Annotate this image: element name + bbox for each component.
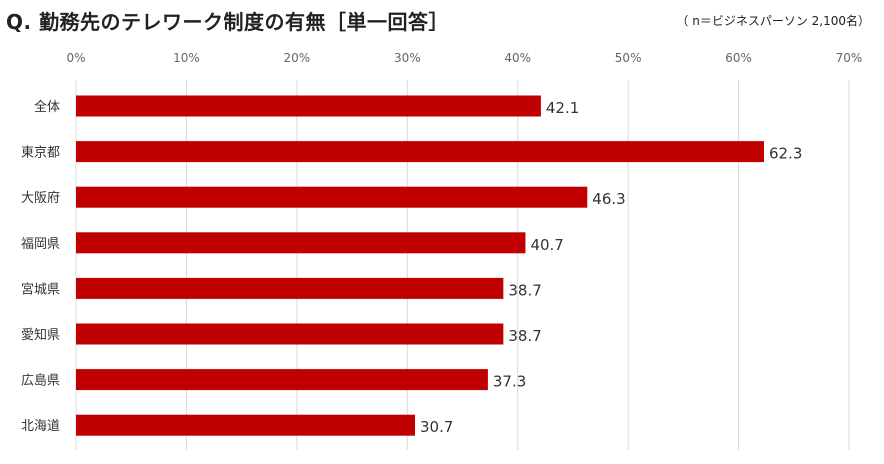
x-tick-label: 10% — [173, 51, 200, 65]
category-label: 東京都 — [21, 145, 60, 161]
value-label: 38.7 — [508, 281, 541, 299]
bar — [76, 232, 526, 254]
category-label: 大阪府 — [21, 191, 60, 206]
x-tick-label: 70% — [836, 51, 863, 65]
value-label: 38.7 — [508, 327, 541, 345]
category-label: 広島県 — [21, 374, 60, 389]
value-label: 62.3 — [769, 145, 802, 163]
bar — [76, 186, 588, 208]
value-label: 30.7 — [420, 418, 453, 436]
bar — [76, 414, 416, 436]
value-label: 42.1 — [546, 99, 579, 117]
x-tick-label: 50% — [615, 51, 642, 65]
category-label: 宮城県 — [21, 281, 60, 297]
bar — [76, 277, 504, 299]
x-tick-label: 40% — [504, 51, 531, 65]
value-label: 46.3 — [592, 190, 625, 208]
sample-size-note: （ n＝ビジネスパーソン 2,100名） — [676, 14, 870, 28]
chart-title: Q. 勤務先のテレワーク制度の有無［単一回答］ — [6, 10, 450, 34]
x-tick-label: 20% — [284, 51, 311, 65]
value-label: 37.3 — [493, 373, 526, 391]
grid-lines — [75, 80, 850, 450]
bar — [76, 141, 764, 163]
bar — [76, 323, 504, 345]
x-tick-label: 0% — [66, 51, 85, 65]
bar — [76, 369, 488, 391]
x-tick-label: 30% — [394, 51, 421, 65]
value-label: 40.7 — [530, 236, 563, 254]
category-label: 福岡県 — [21, 237, 60, 252]
bar — [76, 95, 541, 117]
bars: 全体 42.1 東京都 62.3 大阪府 46.3 福岡県 40.7 宮城県 38.7 愛知県 38.… — [21, 95, 802, 436]
category-label: 全体 — [34, 99, 60, 115]
category-label: 愛知県 — [21, 327, 60, 343]
category-label: 北海道 — [21, 419, 60, 434]
x-axis-ticks: 0% 10% 20% 30% 40% 50% 60% 70% — [66, 51, 862, 65]
x-tick-label: 60% — [725, 51, 752, 65]
